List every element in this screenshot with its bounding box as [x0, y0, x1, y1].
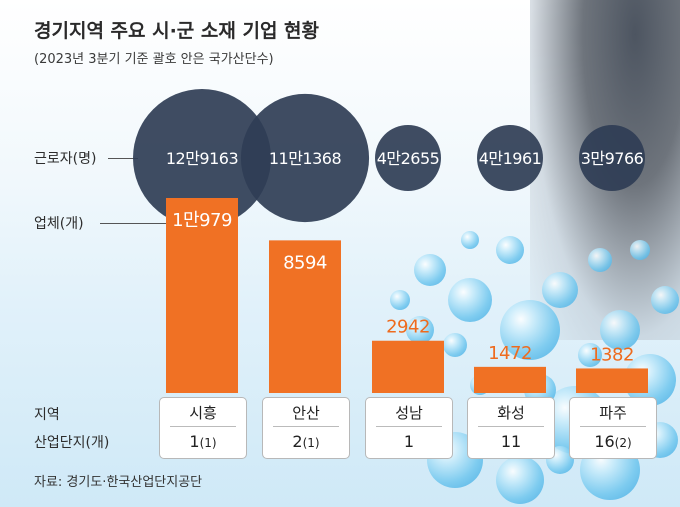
- decorative-bubble: [542, 272, 578, 308]
- region-divider: [580, 426, 646, 427]
- company-bar: [166, 198, 238, 393]
- industrial-complex-count: 16(2): [570, 432, 656, 451]
- source-note: 자료: 경기도·한국산업단지공단: [34, 475, 203, 490]
- company-value-label: 1만979: [172, 210, 232, 231]
- workers-value-label: 3만9766: [581, 149, 644, 168]
- region-name: 성남: [395, 404, 423, 422]
- workers-bubble: [579, 125, 645, 191]
- decorative-bubble: [406, 316, 434, 344]
- region-cell: 안산 2(1): [262, 397, 350, 459]
- company-value-label: 8594: [283, 252, 327, 273]
- region-name: 파주: [599, 404, 627, 422]
- decorative-bubble: [448, 278, 492, 322]
- decorative-bubble: [496, 456, 544, 504]
- decorative-bubble: [500, 300, 560, 360]
- complex-count-value: 16: [594, 432, 615, 451]
- company-bar: [269, 240, 341, 393]
- company-value-label: 2942: [386, 317, 430, 338]
- decorative-bubble: [496, 236, 524, 264]
- industrial-complex-count: 1: [366, 432, 452, 451]
- workers-bubble: [133, 89, 271, 227]
- decorative-bubble: [588, 248, 612, 272]
- national-complex-count: (1): [199, 436, 217, 450]
- complex-count-value: 11: [500, 432, 522, 451]
- industrial-complex-count: 1(1): [160, 432, 246, 451]
- workers-value-label: 4만1961: [479, 149, 542, 168]
- workers-bubble: [240, 93, 370, 223]
- company-bar: [474, 366, 546, 393]
- company-bar: [372, 340, 444, 393]
- workers-bubble: [375, 125, 441, 191]
- region-divider: [273, 426, 339, 427]
- complex-count-value: 1: [403, 432, 415, 451]
- region-divider: [478, 426, 544, 427]
- region-divider: [170, 426, 236, 427]
- decorative-bubble: [461, 231, 479, 249]
- decorative-bubble: [443, 333, 467, 357]
- national-complex-count: (1): [302, 436, 320, 450]
- company-value-label: 1472: [488, 343, 532, 364]
- company-value-label: 1382: [590, 344, 634, 365]
- chart-title: 경기지역 주요 시·군 소재 기업 현황: [34, 20, 320, 42]
- workers-leader-line: [108, 158, 138, 159]
- bubble-bar-chart: 12만9163 11만1368 4만2655 4만1961 3만9766 1만979 859…: [133, 89, 648, 393]
- decorative-bubble: [651, 286, 679, 314]
- complexes-row-label: 산업단지(개): [34, 435, 110, 451]
- complex-count-value: 2: [292, 432, 303, 451]
- workers-bubble: [477, 125, 543, 191]
- region-cell: 시흥 1(1): [159, 397, 247, 459]
- industrial-complex-count: 2(1): [263, 432, 349, 451]
- companies-leader-line: [100, 223, 166, 224]
- workers-row-label: 근로자(명): [34, 151, 97, 167]
- company-bar: [576, 368, 648, 393]
- region-name: 화성: [497, 404, 525, 422]
- chart-subtitle: (2023년 3분기 기준 괄호 안은 국가산단수): [34, 52, 274, 67]
- decorative-bubble: [414, 254, 446, 286]
- region-row-label: 지역: [34, 407, 60, 423]
- region-cell: 화성 11: [467, 397, 555, 459]
- workers-value-label: 4만2655: [377, 149, 440, 168]
- workers-value-label: 12만9163: [166, 149, 238, 168]
- decorative-bubble: [600, 310, 640, 350]
- companies-row-label: 업체(개): [34, 216, 84, 232]
- region-name: 시흥: [189, 404, 217, 422]
- decorative-bubble: [630, 240, 650, 260]
- region-divider: [376, 426, 442, 427]
- region-cell: 파주 16(2): [569, 397, 657, 459]
- region-cell: 성남 1: [365, 397, 453, 459]
- decorative-bubble: [390, 290, 410, 310]
- region-name: 안산: [292, 404, 320, 422]
- complex-count-value: 1: [189, 432, 200, 451]
- decorative-bubble: [578, 343, 602, 367]
- national-complex-count: (2): [614, 436, 632, 450]
- workers-value-label: 11만1368: [269, 149, 342, 168]
- industrial-complex-count: 11: [468, 432, 554, 451]
